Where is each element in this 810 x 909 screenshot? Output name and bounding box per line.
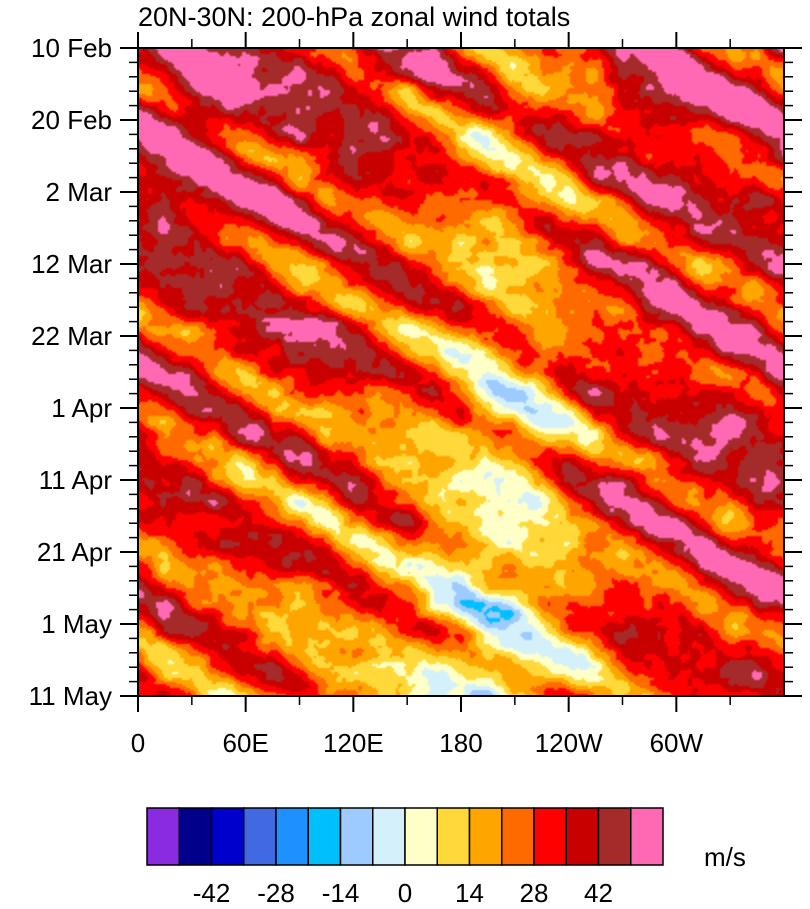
colorbar-swatch bbox=[210, 807, 245, 866]
y-tick-label: 11 May bbox=[29, 681, 112, 711]
colorbar-label: 28 bbox=[520, 878, 549, 908]
colorbar-swatch bbox=[501, 807, 535, 866]
colorbar-swatch bbox=[565, 807, 600, 866]
colorbar: -42 -28 -14 0 14 28 42 bbox=[146, 807, 664, 908]
colorbar-label: -14 bbox=[322, 878, 360, 908]
y-tick-label: 11 Apr bbox=[39, 465, 113, 495]
chart-title: 20N-30N: 200-hPa zonal wind totals bbox=[138, 2, 570, 32]
y-tick-label: 2 Mar bbox=[46, 177, 113, 207]
y-tick-label: 22 Mar bbox=[31, 321, 112, 351]
colorbar-swatch bbox=[533, 807, 567, 866]
y-tick-label: 20 Feb bbox=[31, 105, 112, 135]
colorbar-swatch bbox=[630, 807, 664, 866]
colorbar-swatch bbox=[275, 807, 309, 866]
colorbar-label: -28 bbox=[257, 878, 295, 908]
colorbar-label: 0 bbox=[398, 878, 412, 908]
colorbar-label: 14 bbox=[455, 878, 484, 908]
colorbar-swatch bbox=[146, 807, 180, 866]
colorbar-swatch bbox=[372, 807, 406, 866]
units-label: m/s bbox=[704, 842, 746, 872]
colorbar-swatch bbox=[178, 807, 213, 866]
x-tick-label: 120E bbox=[323, 728, 384, 758]
x-axis: 0 60E 120E 180 120W 60W bbox=[131, 32, 731, 758]
colorbar-swatch bbox=[243, 807, 277, 866]
colorbar-label: 42 bbox=[584, 878, 613, 908]
wind-field-contours bbox=[138, 48, 784, 696]
plot-area bbox=[138, 48, 784, 696]
y-tick-label: 10 Feb bbox=[31, 33, 112, 63]
colorbar-label: -42 bbox=[193, 878, 231, 908]
colorbar-swatch bbox=[307, 807, 342, 866]
colorbar-swatch bbox=[597, 807, 632, 866]
x-tick-label: 120W bbox=[535, 728, 603, 758]
colorbar-swatch bbox=[339, 807, 374, 866]
x-tick-label: 0 bbox=[131, 728, 145, 758]
x-tick-label: 60E bbox=[223, 728, 269, 758]
y-tick-label: 12 Mar bbox=[31, 249, 112, 279]
x-tick-label: 180 bbox=[439, 728, 482, 758]
colorbar-swatch bbox=[468, 807, 503, 866]
y-tick-label: 1 Apr bbox=[51, 393, 112, 423]
colorbar-swatch bbox=[436, 807, 471, 866]
colorbar-swatch bbox=[404, 807, 438, 866]
y-tick-label: 21 Apr bbox=[37, 537, 113, 567]
x-tick-label: 60W bbox=[650, 728, 704, 758]
y-tick-label: 1 May bbox=[41, 609, 112, 639]
y-axis: 10 Feb 20 Feb 2 Mar 12 Mar 22 Mar 1 Apr 11 Apr… bbox=[29, 33, 802, 711]
